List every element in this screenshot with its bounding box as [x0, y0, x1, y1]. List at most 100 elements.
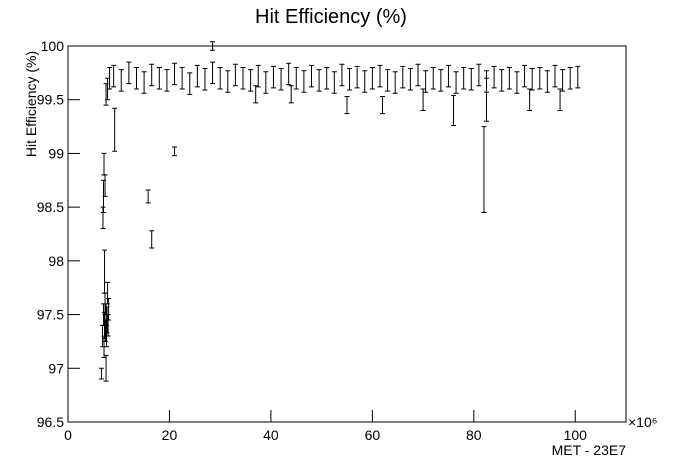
error-bar — [484, 77, 489, 122]
error-bar — [529, 68, 535, 91]
error-bar — [179, 66, 185, 90]
error-bar — [560, 69, 566, 92]
error-bar — [286, 62, 292, 86]
error-bar — [575, 65, 581, 89]
x-tick-label: 40 — [263, 427, 279, 443]
error-bar — [331, 71, 337, 94]
error-bar — [102, 174, 108, 197]
error-bar — [347, 68, 353, 91]
error-bar — [210, 61, 216, 85]
x-axis-label: MET - 23E7 — [552, 442, 627, 458]
y-tick-label: 99.5 — [37, 92, 64, 108]
error-bar — [506, 66, 512, 90]
y-tick-label: 97.5 — [37, 307, 64, 323]
error-bar — [499, 69, 505, 92]
error-bar — [453, 71, 459, 94]
error-bar — [316, 69, 322, 92]
error-bar — [481, 126, 487, 214]
y-tick-label: 99 — [48, 145, 64, 161]
x-tick-label: 0 — [64, 427, 72, 443]
error-bar — [557, 88, 563, 111]
error-bar — [98, 367, 104, 380]
y-tick-label: 98 — [48, 253, 64, 269]
error-bar — [102, 249, 108, 294]
error-bar — [301, 70, 307, 93]
error-bar — [369, 66, 375, 90]
x-tick-label: 100 — [564, 427, 588, 443]
error-bar — [288, 85, 294, 104]
error-bar — [400, 65, 406, 89]
error-bar — [100, 206, 106, 230]
error-bar — [362, 70, 368, 93]
error-bar — [194, 64, 200, 88]
error-bar — [461, 66, 467, 90]
error-bar — [377, 64, 383, 88]
plot-frame — [67, 45, 627, 423]
error-bar — [248, 69, 254, 92]
error-bar — [232, 63, 238, 87]
error-bar — [392, 71, 398, 94]
error-bar — [263, 71, 269, 94]
error-bar — [380, 95, 386, 115]
error-bar — [385, 69, 391, 92]
y-tick-label: 96.5 — [37, 414, 64, 430]
error-bar — [438, 69, 444, 92]
x-tick-label: 20 — [162, 427, 178, 443]
error-bar — [324, 66, 330, 90]
error-bar — [537, 66, 543, 90]
error-bar — [491, 65, 497, 89]
error-bar — [339, 63, 345, 87]
error-bar — [225, 70, 231, 93]
error-bar — [544, 70, 550, 93]
error-bar — [293, 66, 299, 90]
error-bar — [451, 94, 457, 126]
error-bar — [415, 63, 421, 87]
error-bar — [445, 64, 451, 88]
x-tick-label: 80 — [466, 427, 482, 443]
error-bar — [354, 65, 360, 89]
error-bar — [468, 68, 474, 91]
y-axis-label: Hit Efficiency (%) — [23, 51, 39, 157]
error-bar — [107, 66, 113, 90]
error-bar — [527, 88, 533, 111]
error-bar — [270, 65, 276, 89]
error-bar — [149, 63, 155, 87]
error-bar — [567, 66, 573, 90]
error-bar — [344, 95, 350, 115]
error-bar — [106, 297, 112, 321]
error-bar — [118, 69, 124, 92]
error-bar — [156, 66, 162, 90]
error-bar — [126, 61, 132, 85]
error-bar — [278, 68, 284, 91]
error-bar — [522, 64, 528, 88]
error-bar — [101, 152, 107, 176]
error-bar — [552, 64, 558, 88]
error-bar — [141, 71, 147, 94]
error-bar — [145, 189, 151, 204]
error-bar — [103, 354, 109, 382]
error-bar — [164, 69, 170, 92]
error-bar — [476, 63, 482, 87]
error-bar — [172, 62, 178, 86]
error-bar — [430, 66, 436, 90]
chart-title: Hit Efficiency (%) — [255, 6, 407, 28]
error-bar — [112, 107, 118, 152]
y-tick-label: 97 — [48, 360, 64, 376]
x-tick-label: 60 — [365, 427, 381, 443]
error-bar — [514, 71, 520, 94]
x-multiplier: ×10⁶ — [628, 414, 658, 430]
error-bar — [308, 64, 314, 88]
error-bar — [253, 85, 259, 104]
error-bar — [210, 41, 216, 51]
error-bar — [255, 64, 261, 88]
error-bar — [172, 146, 178, 157]
error-bar — [217, 66, 223, 90]
y-tick-label: 100 — [41, 38, 65, 54]
error-bar — [105, 281, 111, 305]
error-bar — [240, 66, 246, 90]
error-bar — [149, 230, 155, 249]
error-bar — [423, 70, 429, 93]
error-bar — [133, 66, 139, 90]
y-tick-label: 98.5 — [37, 199, 64, 215]
